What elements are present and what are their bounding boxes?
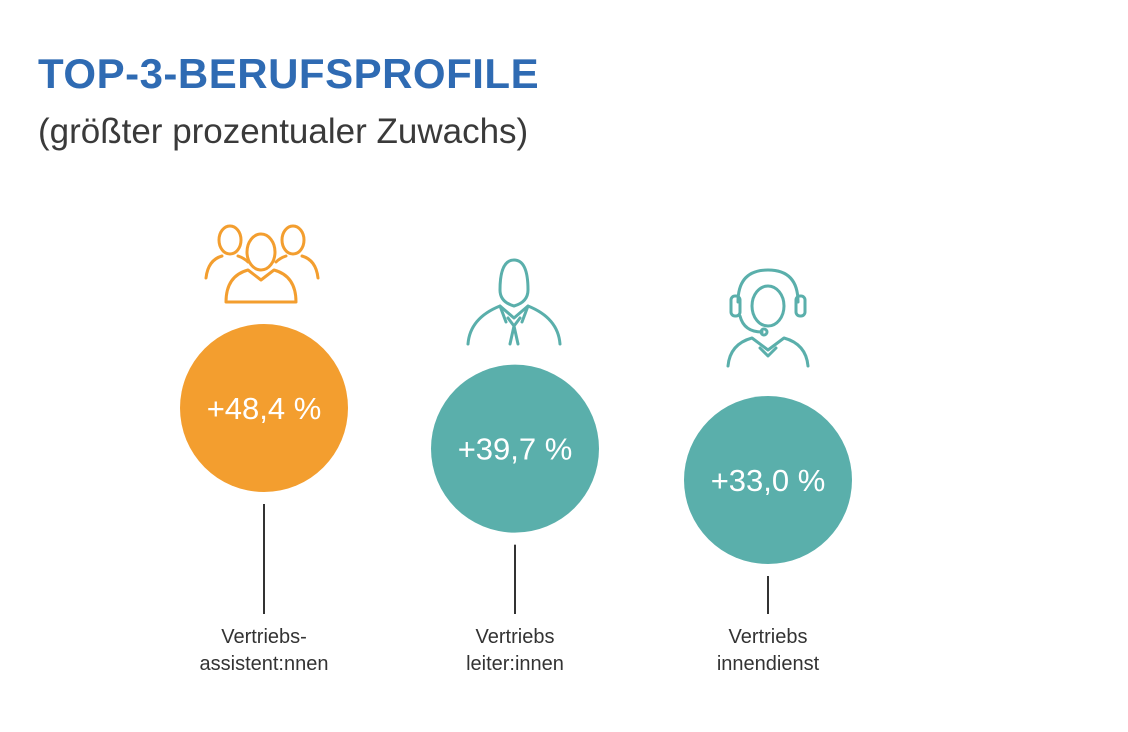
- bubble-1: [180, 324, 348, 492]
- group-icon: [204, 224, 320, 304]
- chart-subtitle: (größter prozentualer Zuwachs): [38, 112, 529, 151]
- businessperson-icon: [466, 258, 562, 346]
- chart-title: TOP-3-BERUFSPROFILE: [38, 50, 540, 97]
- category-label-line1-3: Vertriebs: [729, 626, 808, 648]
- category-label-line2-3: innendienst: [717, 653, 820, 675]
- category-label-line2-1: assistent:nnen: [200, 653, 329, 675]
- bubble-value-label-3: +33,0 %: [711, 463, 826, 498]
- bubble-value-label-1: +48,4 %: [207, 391, 322, 426]
- bubbles-layer: +48,4 % Vertriebs-assistent:nnen +39,7 % Ve…: [180, 324, 852, 675]
- bubble-2: [431, 364, 599, 533]
- bubble-value-label-2: +39,7 %: [458, 432, 573, 467]
- category-label-line1-1: Vertriebs-: [221, 626, 307, 648]
- headset-agent-icon: [726, 268, 810, 368]
- bubble-3: [684, 396, 852, 564]
- category-label-line1-2: Vertriebs: [476, 626, 555, 648]
- category-label-line2-2: leiter:innen: [466, 653, 564, 675]
